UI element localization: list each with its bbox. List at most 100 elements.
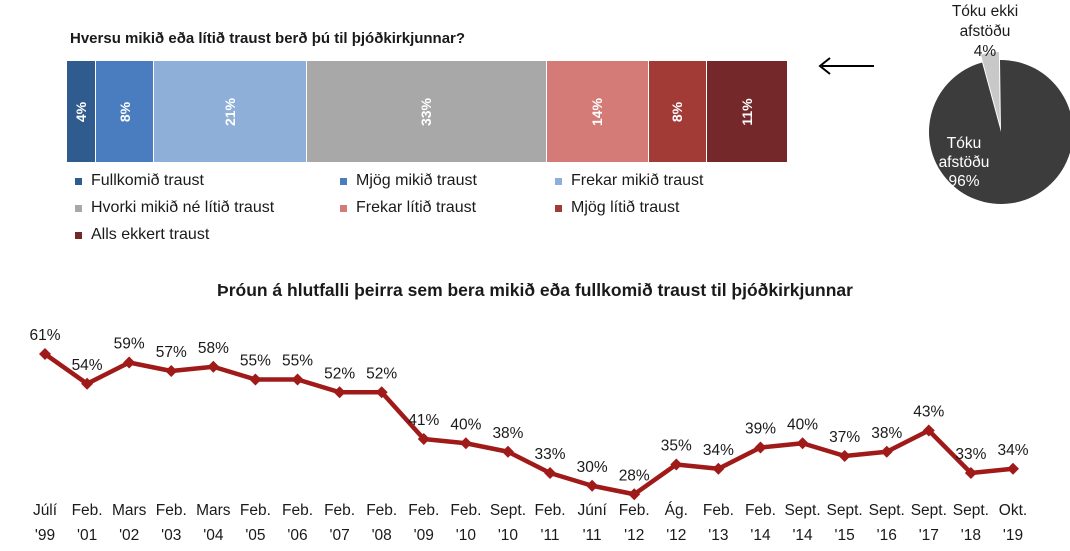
data-label: 52%: [324, 365, 355, 382]
data-label: 39%: [745, 421, 776, 438]
x-tick-label: '12: [624, 527, 644, 544]
bar-segment-label: 4%: [73, 101, 90, 122]
data-point: [417, 433, 430, 445]
x-tick-label: '17: [919, 527, 939, 544]
data-point: [39, 348, 51, 360]
bar-segment-label: 14%: [589, 97, 606, 126]
data-point: [1007, 462, 1019, 475]
data-point: [544, 467, 557, 479]
pie-chart: Tóku afstöðu 96% Tóku ekki afstöðu 4%: [929, 3, 1070, 204]
data-label: 59%: [114, 336, 145, 353]
x-tick-label: '19: [1003, 527, 1023, 544]
line-chart-title: Þróun á hlutfalli þeirra sem bera mikið …: [217, 280, 853, 300]
data-point: [333, 386, 346, 399]
x-tick-label: '99: [35, 527, 55, 544]
legend-item: Fullkomið traust: [75, 172, 204, 190]
x-tick-label: '11: [541, 527, 560, 544]
legend-item: Mjög lítið traust: [555, 199, 679, 217]
bar-segment-label: 21%: [222, 97, 239, 126]
x-tick-label: Sept.: [827, 502, 863, 519]
data-point: [964, 467, 977, 479]
data-label: 40%: [450, 416, 481, 433]
bar-segment: 11%: [706, 61, 787, 162]
x-tick-label: Sept.: [911, 502, 947, 519]
x-tick-label: '01: [77, 527, 97, 544]
x-tick-label: Júní: [577, 502, 607, 519]
x-tick-label: '18: [961, 527, 981, 544]
x-tick-label: Sept.: [869, 502, 905, 519]
data-label: 61%: [29, 327, 60, 344]
data-point: [123, 356, 136, 369]
legend-swatch: [75, 204, 82, 212]
data-point: [501, 445, 514, 458]
data-label: 30%: [577, 459, 608, 476]
x-tick-label: Okt.: [999, 502, 1027, 519]
x-tick-label: '10: [498, 527, 519, 544]
data-label: 41%: [408, 412, 439, 429]
data-point: [375, 386, 388, 399]
bar-segment-label: 8%: [669, 101, 686, 122]
line-chart: 61% Júlí '99 54% Feb. '01 59% Mars '02 57% Feb. '03…: [29, 327, 1028, 544]
data-point: [291, 373, 304, 386]
x-tick-label: Mars: [196, 502, 231, 519]
data-point: [81, 377, 94, 390]
x-tick-label: Feb.: [366, 502, 397, 519]
data-label: 55%: [282, 353, 313, 370]
x-tick-label: '04: [203, 527, 224, 544]
x-tick-label: Feb.: [156, 502, 187, 519]
data-label: 33%: [955, 446, 986, 463]
x-tick-label: '15: [835, 527, 855, 544]
x-tick-label: '14: [792, 527, 813, 544]
data-point: [165, 365, 178, 377]
x-tick-label: '12: [666, 527, 686, 544]
bar-segment: 4%: [67, 61, 97, 162]
legend-swatch: [340, 204, 347, 212]
legend-label: Frekar lítið traust: [356, 199, 477, 216]
pie-slice: [929, 60, 1070, 204]
x-tick-label: Feb.: [535, 502, 566, 519]
legend-swatch: [340, 177, 347, 185]
x-tick-label: Sept.: [953, 502, 989, 519]
data-label: 54%: [72, 357, 103, 374]
x-tick-label: '07: [330, 527, 350, 544]
x-tick-label: Feb.: [72, 502, 103, 519]
x-tick-label: Mars: [112, 502, 147, 519]
x-tick-label: Júlí: [33, 502, 58, 519]
data-label: 33%: [535, 446, 566, 463]
x-tick-label: '16: [877, 527, 897, 544]
x-tick-label: Ág.: [665, 502, 688, 519]
stacked-bar: 4% 8% 21% 33% 14% 8% 11%: [67, 61, 787, 162]
legend-swatch: [555, 204, 562, 212]
data-point: [459, 437, 472, 450]
data-label: 38%: [492, 425, 523, 442]
legend-label: Hvorki mikið né lítið traust: [91, 199, 275, 216]
legend-swatch: [75, 231, 82, 239]
bar-segment: 8%: [96, 61, 155, 162]
data-label: 37%: [829, 429, 860, 446]
x-tick-label: Feb.: [703, 502, 734, 519]
bar-segment: 21%: [154, 61, 307, 162]
legend-label: Alls ekkert traust: [91, 226, 210, 243]
x-tick-label: '05: [245, 527, 265, 544]
data-label: 43%: [913, 404, 944, 421]
bar-chart-title: Hversu mikið eða lítið traust berð þú ti…: [70, 30, 466, 47]
x-tick-label: Feb.: [745, 502, 776, 519]
legend-label: Frekar mikið traust: [571, 172, 704, 189]
data-point: [249, 373, 262, 386]
bar-segment-label: 8%: [116, 101, 133, 122]
legend-item: Frekar mikið traust: [555, 172, 703, 190]
data-label: 57%: [156, 344, 187, 361]
data-point: [628, 488, 641, 501]
data-point: [796, 437, 809, 450]
pie-slice-label: afstöðu: [939, 154, 990, 171]
data-point: [586, 479, 599, 492]
data-point: [838, 450, 851, 462]
x-tick-label: '11: [583, 527, 602, 544]
bar-segment-label: 11%: [738, 97, 755, 126]
x-tick-label: Sept.: [784, 502, 820, 519]
data-label: 35%: [661, 438, 692, 455]
data-point: [880, 445, 893, 458]
data-label: 40%: [787, 416, 818, 433]
bar-segment-label: 33%: [418, 97, 435, 126]
trend-line: [43, 352, 1014, 497]
